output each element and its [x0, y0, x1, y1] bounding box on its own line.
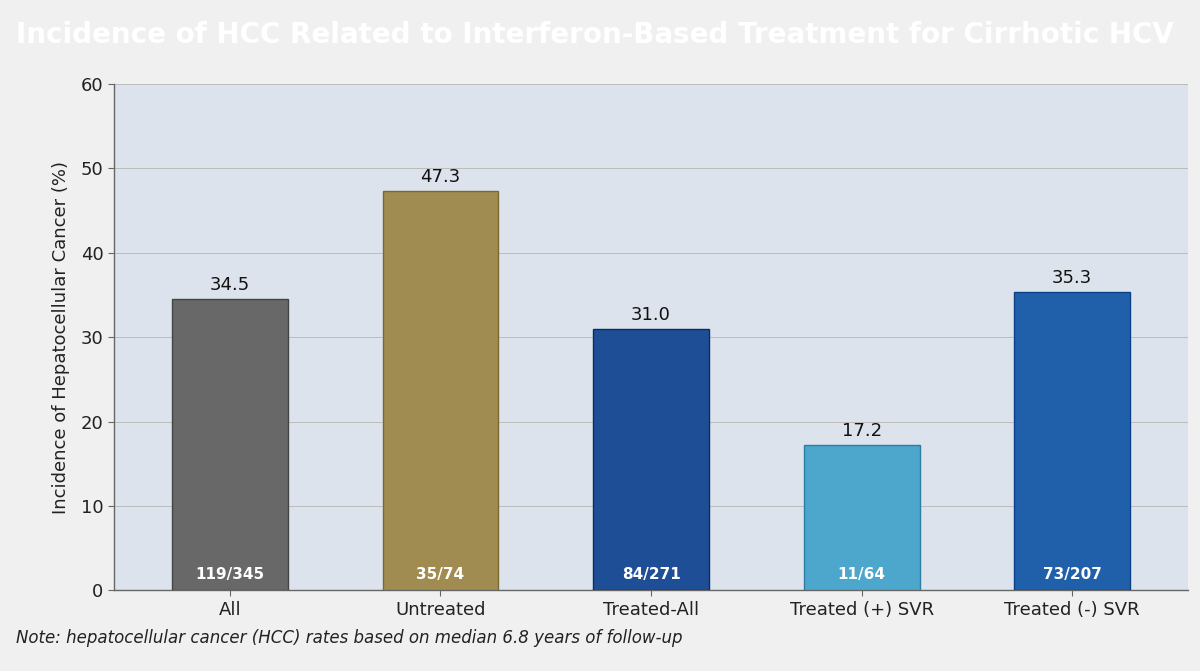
Bar [804, 446, 919, 590]
Text: 17.2: 17.2 [841, 422, 882, 440]
Text: 119/345: 119/345 [196, 567, 264, 582]
Text: 31.0: 31.0 [631, 306, 671, 323]
Text: 35.3: 35.3 [1052, 269, 1092, 287]
Bar [383, 191, 498, 590]
Text: 84/271: 84/271 [622, 567, 680, 582]
Bar [1014, 293, 1130, 590]
Bar [172, 299, 288, 590]
Text: Note: hepatocellular cancer (HCC) rates based on median 6.8 years of follow-up: Note: hepatocellular cancer (HCC) rates … [16, 629, 682, 647]
Text: 35/74: 35/74 [416, 567, 464, 582]
Text: 34.5: 34.5 [210, 276, 250, 294]
Text: 11/64: 11/64 [838, 567, 886, 582]
Text: Incidence of HCC Related to Interferon-Based Treatment for Cirrhotic HCV: Incidence of HCC Related to Interferon-B… [16, 21, 1174, 49]
Y-axis label: Incidence of Hepatocellular Cancer (%): Incidence of Hepatocellular Cancer (%) [52, 160, 70, 514]
Text: 73/207: 73/207 [1043, 567, 1102, 582]
Bar [593, 329, 709, 590]
Text: 47.3: 47.3 [420, 168, 461, 186]
